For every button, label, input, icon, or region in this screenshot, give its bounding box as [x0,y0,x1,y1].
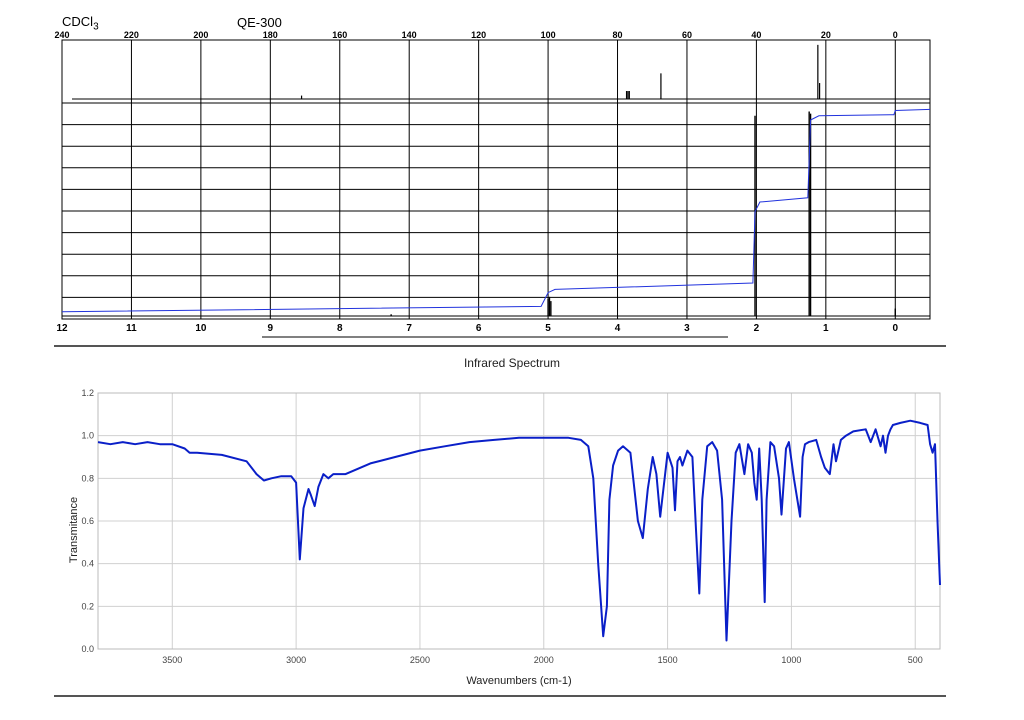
ir-y-tick-label: 0.0 [81,644,94,654]
c13-tick-label: 40 [751,30,761,40]
ir-y-axis-label: Transmitance [68,497,80,563]
ir-y-tick-label: 1.2 [81,388,94,398]
h1-tick-label: 2 [754,323,760,334]
ir-x-tick-label: 1000 [781,655,801,665]
ir-x-tick-label: 2000 [534,655,554,665]
divider-top [54,345,946,347]
c13-tick-label: 60 [682,30,692,40]
h1-tick-label: 10 [195,323,207,334]
c13-tick-label: 0 [893,30,898,40]
h1-tick-label: 1 [823,323,829,334]
ir-y-tick-label: 0.2 [81,601,94,611]
h1-integral-line [61,108,931,313]
h1-tick-label: 11 [126,323,137,334]
c13-tick-label: 120 [471,30,486,40]
h1-spectrum-trace [62,111,930,317]
ir-x-tick-labels: 3500 3000 2500 2000 1500 1000 500 [162,655,922,665]
ir-x-tick-label: 1500 [658,655,678,665]
h1-tick-label: 3 [684,323,690,334]
ir-panel: 0.0 0.2 0.4 0.6 0.8 1.0 1.2 3500 3000 2500 2000 15… [68,388,941,687]
h1-tick-label: 6 [476,323,482,334]
ir-series-path [97,419,941,642]
h1-tick-label: 12 [56,323,68,334]
c13-tick-label: 180 [263,30,278,40]
ir-x-tick-label: 3000 [286,655,306,665]
h1-tick-label: 8 [337,323,343,334]
h1-grid [62,103,930,319]
h1-tick-label: 5 [545,323,551,334]
c13-tick-label: 240 [54,30,69,40]
c13-tick-label: 100 [541,30,556,40]
c13-tick-label: 80 [613,30,623,40]
c13-spectrum-trace [72,44,930,100]
c13-tick-labels: 240 220 200 180 160 140 120 100 80 60 40 20 0 [54,30,897,40]
h1-tick-label: 9 [268,323,274,334]
c13-tick-label: 160 [332,30,347,40]
divider-bottom [54,695,946,697]
ir-y-tick-label: 0.4 [81,559,94,569]
ir-x-tick-label: 3500 [162,655,182,665]
c13-grid [130,40,896,103]
h1-tick-label: 4 [615,323,621,334]
ir-y-tick-label: 1.0 [81,431,94,441]
ir-y-tick-label: 0.8 [81,473,94,483]
instrument-label: QE-300 [237,15,282,30]
h1-tick-label: 7 [406,323,412,334]
ir-x-tick-label: 2500 [410,655,430,665]
c13-tick-label: 140 [402,30,417,40]
c13-tick-label: 220 [124,30,139,40]
ir-y-tick-label: 0.6 [81,516,94,526]
h1-tick-labels: 12 11 10 9 8 7 6 5 4 3 2 1 0 [56,323,898,334]
h1-tick-label: 0 [892,323,898,334]
ir-x-axis-label: Wavenumbers (cm-1) [466,675,571,687]
ir-y-tick-labels: 0.0 0.2 0.4 0.6 0.8 1.0 1.2 [81,388,94,654]
ir-grid [98,392,940,650]
c13-tick-label: 20 [821,30,831,40]
c13-tick-label: 200 [193,30,208,40]
h1-nmr-panel: 12 11 10 9 8 7 6 5 4 3 2 1 0 [56,102,931,338]
ir-title: Infrared Spectrum [463,356,561,370]
solvent-label: CDCl3 [62,14,99,33]
h1-integral-trace [61,108,931,313]
ir-x-tick-label: 500 [908,655,923,665]
solvent-subscript: 3 [93,21,99,33]
solvent-text: CDCl [62,14,94,29]
c13-nmr-panel: 240 220 200 180 160 140 120 100 80 60 40 20 0 [54,30,931,104]
ir-series-line [97,419,941,642]
